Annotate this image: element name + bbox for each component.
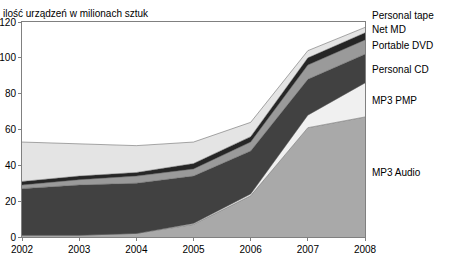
svg-text:ilość urządzeń w milionach szt: ilość urządzeń w milionach sztuk [3, 8, 149, 19]
svg-text:2002: 2002 [11, 244, 34, 255]
svg-text:40: 40 [5, 160, 17, 171]
svg-text:2005: 2005 [182, 244, 205, 255]
svg-text:2004: 2004 [125, 244, 148, 255]
svg-text:Net MD: Net MD [372, 24, 406, 35]
svg-text:Portable DVD: Portable DVD [372, 40, 433, 51]
svg-text:MP3 Audio: MP3 Audio [372, 167, 421, 178]
svg-text:100: 100 [0, 52, 16, 63]
svg-text:20: 20 [5, 196, 17, 207]
svg-text:80: 80 [5, 88, 17, 99]
svg-text:0: 0 [10, 232, 16, 243]
svg-text:2006: 2006 [240, 244, 263, 255]
svg-text:60: 60 [5, 124, 17, 135]
svg-text:2008: 2008 [354, 244, 377, 255]
svg-text:2003: 2003 [68, 244, 91, 255]
svg-text:MP3 PMP: MP3 PMP [372, 95, 417, 106]
svg-text:Personal tape: Personal tape [372, 10, 434, 21]
svg-text:2007: 2007 [297, 244, 320, 255]
svg-text:Personal CD: Personal CD [372, 64, 429, 75]
svg-text:120: 120 [0, 17, 16, 28]
